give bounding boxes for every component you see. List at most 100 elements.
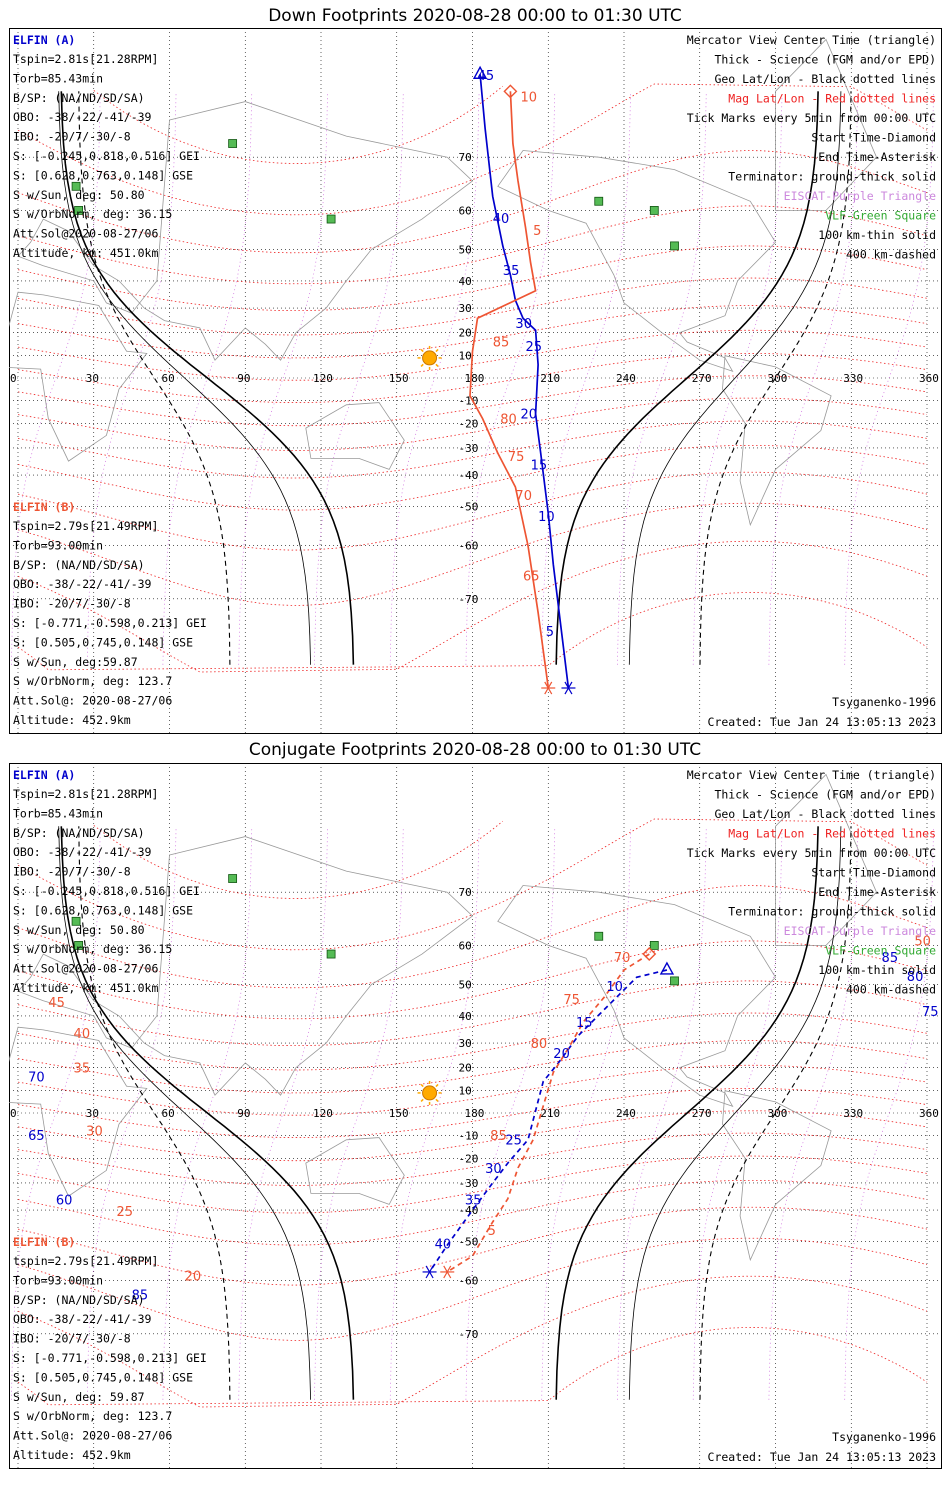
x-tick-label: 210 bbox=[540, 1107, 560, 1120]
legend-item: Mercator View Center Time (triangle) bbox=[687, 768, 936, 782]
sat-b-info-line: S w/Sun, deg:59.87 bbox=[13, 655, 138, 669]
mag-lon-line bbox=[617, 826, 707, 1400]
sat-a-info-line: Att.Sol@2020-08-27/06 bbox=[13, 227, 158, 241]
legend-item: 400 km-dashed bbox=[846, 248, 936, 262]
vlf-station-marker bbox=[594, 196, 604, 206]
panel-frame bbox=[9, 763, 942, 1469]
x-tick-label: 60 bbox=[162, 372, 175, 385]
sun-ray bbox=[420, 1098, 424, 1102]
terminator-400km bbox=[699, 91, 852, 665]
x-tick-label: 360 bbox=[919, 1107, 939, 1120]
end-time-asterisk bbox=[564, 681, 573, 695]
sat-a-info-line: S w/Sun, deg: 50.80 bbox=[13, 188, 145, 202]
terminator-ground bbox=[60, 91, 355, 665]
sun-ray bbox=[435, 348, 439, 353]
y-tick-label: 50 bbox=[459, 243, 472, 256]
start-time-diamond bbox=[503, 84, 518, 99]
sat-b-info-line: S: [0.505,0.745,0.148] GSE bbox=[13, 1370, 193, 1384]
mag-lon-line bbox=[541, 91, 631, 665]
mag-lat-line bbox=[17, 205, 928, 285]
vlf-station-marker bbox=[326, 949, 336, 959]
track-b-tick-label: 5 bbox=[488, 1224, 496, 1239]
legend-item: Geo Lat/Lon - Black dotted lines bbox=[714, 72, 936, 86]
track-a-tick-label: 40 bbox=[435, 1238, 452, 1253]
sat-a-info-line: S: [0.628,0.763,0.148] GSE bbox=[13, 168, 193, 182]
sat-a-info-line: Altitude, km: 451.0km bbox=[13, 246, 158, 260]
track-a-tick-label: 15 bbox=[531, 458, 548, 473]
sat-a-name: ELFIN (A) bbox=[13, 33, 75, 47]
sat-b-info-line: IBO: -20/7/-30/-8 bbox=[13, 597, 131, 611]
track-a-tick-label: 30 bbox=[485, 1162, 502, 1177]
sat-b-info-line: S w/Sun, deg: 59.87 bbox=[13, 1390, 145, 1404]
mag-lat-line bbox=[17, 818, 928, 951]
mag-lat-line bbox=[17, 83, 928, 216]
mag-lat-line bbox=[17, 352, 928, 404]
sat-a-info-line: OBO: -38/-22/-41/-39 bbox=[13, 110, 152, 124]
terminator-ground bbox=[555, 826, 819, 1400]
continent-outline bbox=[17, 101, 474, 361]
continent-outline bbox=[305, 1137, 405, 1205]
x-tick-label: 210 bbox=[540, 372, 560, 385]
sat-a-info-line: S: [0.628,0.763,0.148] GSE bbox=[13, 903, 193, 917]
x-tick-label: 300 bbox=[768, 372, 788, 385]
mag-lon-line bbox=[162, 826, 253, 1400]
mag-lon-line bbox=[768, 91, 859, 665]
sat-b-info-line: B/SP: (NA/ND/SD/SA) bbox=[13, 1293, 145, 1307]
conjugate-footprints-panel: 0 30 60 90 120 150 180 210 240 270 300 330 360 70 60 50… bbox=[9, 763, 942, 1469]
track-a-tick-label: 10 bbox=[606, 980, 623, 995]
continent-outline bbox=[497, 150, 777, 373]
sat-b-info-line: B/SP: (NA/ND/SD/SA) bbox=[13, 558, 145, 572]
mag-lon-line bbox=[162, 91, 253, 665]
y-tick-label: 50 bbox=[459, 978, 472, 991]
vlf-station-marker bbox=[326, 214, 336, 224]
track-b-tick-label: 75 bbox=[563, 993, 580, 1008]
mag-lat-line bbox=[17, 329, 928, 381]
legend-item: Start Time-Diamond bbox=[811, 866, 936, 880]
sat-a-info-line: Tspin=2.81s[21.28RPM] bbox=[13, 787, 158, 801]
chart-title-conjugate: Conjugate Footprints 2020-08-28 00:00 to… bbox=[248, 740, 702, 760]
x-tick-label: 150 bbox=[389, 1107, 409, 1120]
y-tick-label: -20 bbox=[459, 417, 479, 430]
legend-item: 100 km-thin solid bbox=[818, 228, 936, 242]
panel-frame bbox=[9, 28, 942, 734]
mag-lat-line bbox=[17, 592, 928, 671]
sat-b-info-line: S: [-0.771,-0.598,0.213] GEI bbox=[13, 1351, 207, 1365]
track-b-tick-label: 30 bbox=[86, 1124, 103, 1139]
legend-item: VLF-Green Square bbox=[825, 209, 936, 223]
track-b-tick-label: 35 bbox=[74, 1061, 91, 1076]
mag-lon-line bbox=[617, 91, 707, 665]
track-b-tick-label: 25 bbox=[116, 1205, 133, 1220]
sat-b-info-line: Torb=93.00min bbox=[13, 538, 103, 552]
track-b-tick-label: 40 bbox=[74, 1027, 91, 1042]
y-tick-label: 60 bbox=[459, 204, 472, 217]
x-tick-label: 120 bbox=[313, 1107, 333, 1120]
x-tick-label: 360 bbox=[919, 372, 939, 385]
vlf-station-marker bbox=[228, 139, 238, 148]
mag-lon-line bbox=[389, 826, 480, 1400]
mag-lon-line bbox=[86, 826, 177, 1400]
y-tick-label: -70 bbox=[459, 593, 479, 606]
y-tick-label: -10 bbox=[459, 1129, 479, 1142]
continent-outline bbox=[17, 836, 474, 1096]
y-tick-label: 40 bbox=[459, 1010, 472, 1023]
sat-b-info-line: S w/OrbNorm, deg: 123.7 bbox=[13, 1409, 172, 1423]
x-tick-label: 330 bbox=[843, 372, 863, 385]
mag-lon-line bbox=[844, 91, 934, 665]
track-a-tick-label: 40 bbox=[493, 212, 510, 227]
vlf-station-marker bbox=[594, 931, 604, 941]
sun-ray bbox=[435, 1083, 439, 1088]
terminator-400km bbox=[78, 826, 231, 1400]
track-b-tick-label: 85 bbox=[493, 336, 510, 351]
sat-b-info-line: OBO: -38/-22/-41/-39 bbox=[13, 1312, 152, 1326]
vlf-station-marker bbox=[649, 941, 659, 950]
mag-lat-line bbox=[17, 471, 928, 551]
legend-item: End Time-Asterisk bbox=[818, 150, 936, 164]
track-b-tick-label: 50 bbox=[914, 934, 931, 949]
mag-lon-line bbox=[768, 826, 859, 1400]
track-a-tick-label: 20 bbox=[520, 408, 537, 423]
x-tick-label: 0 bbox=[10, 1107, 17, 1120]
sat-b-info-line: Torb=93.00min bbox=[13, 1273, 103, 1287]
legend-item: VLF-Green Square bbox=[825, 944, 936, 958]
x-tick-label: 90 bbox=[237, 1107, 250, 1120]
chart-title-down: Down Footprints 2020-08-28 00:00 to 01:3… bbox=[268, 6, 682, 26]
